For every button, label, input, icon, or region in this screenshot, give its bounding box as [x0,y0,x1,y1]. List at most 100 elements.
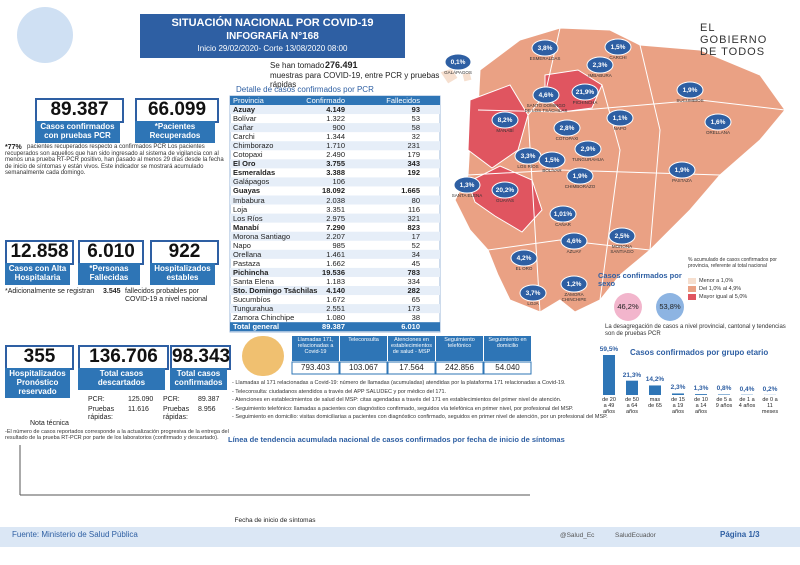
map-name: PICHINCHA [572,100,598,105]
footer-band [0,527,800,547]
table-cell: Manabí [233,222,259,232]
table-cell: 32 [411,132,420,142]
table-cell: 2.975 [326,213,345,223]
map-name: SUCUMBÍOS [676,98,704,103]
table-cell: Galápagos [233,177,270,187]
map-bubble [571,83,599,101]
table-cell: 1.662 [326,258,345,268]
table-cell: 93 [411,105,420,114]
table-title: Detalle de casos confirmados por PCR [236,85,374,94]
call-value: 242.856 [445,363,474,372]
map-pct: 1,3% [459,181,475,189]
table-cell: 65 [411,295,420,305]
map-name: COTOPAXI [555,136,579,141]
virus-icon [17,7,73,63]
map-name: NAPO [613,126,627,131]
recovered-note: pacientes recuperados respecto a confirm… [5,144,224,177]
table-cell: 1.080 [326,313,345,323]
table-cell: 58 [411,123,420,133]
stat-value: 136.706 [78,345,169,370]
map-name: ORELLANA [705,130,730,135]
call-value-box [387,361,436,375]
table-cell: 38 [411,313,420,323]
map-bubble [606,109,634,127]
table-cell: 1.344 [326,132,345,142]
table-total: Total general [233,322,280,332]
period: Inicio 29/02/2020- Corte 13/08/2020 08:0… [197,44,348,53]
map-bubble [704,113,732,131]
map-pct: 1,9% [674,166,690,174]
call-value: 17.564 [399,363,424,372]
deaths-note: *Adicionalmente se registran [5,288,95,295]
call-header [436,336,483,361]
table-total: 89.387 [322,322,345,332]
map-name: IMBABURA [588,73,612,78]
map-pct: 4,6% [566,237,582,245]
stat-value: 922 [150,240,219,265]
call-note: - Atenciones en establecimientos de salu… [232,397,562,403]
map-pct: 1,5% [610,43,626,51]
map-bubble [510,249,538,267]
map-name: AZUAY [566,249,582,254]
value-label: 0,4% [739,385,755,393]
map-bubble [574,140,602,158]
detail-value: 8.956 [198,406,216,413]
header-band [140,14,405,58]
table-cell: Los Ríos [233,213,263,223]
row-band [230,213,440,223]
stat-value: 355 [5,345,74,370]
table-cell: 2.038 [326,195,345,205]
legend-label: Del 1,0% al 4,9% [699,286,742,292]
table-cell: 2.490 [326,150,345,160]
call-header [388,336,435,361]
bar [718,394,730,395]
title: SITUACIÓN NACIONAL POR COVID-19 [171,17,374,29]
table-cell: Esmeraldas [233,168,276,178]
map-pct: 3,3% [520,152,536,160]
disaggregation-note: La desagregación de casos a nivel provin… [605,324,786,337]
table-cell: 343 [407,159,420,169]
stat-label: *Pacientes Recuperados [135,121,215,143]
stat-value: 89.387 [35,98,124,123]
table-cell: 985 [332,240,345,250]
table-cell: 116 [408,204,420,214]
map-name: ZAMORA CHINCHIPE [561,292,587,302]
male-circle [656,293,684,321]
map-bubble [549,205,577,223]
map-bubble [560,232,588,250]
stat-label: Hospitalizados estables [150,263,215,285]
table-cell: Guayas [233,186,261,196]
map-pct: 1,5% [544,156,560,164]
table-cell: 192 [407,168,420,178]
call-column: Teleconsulta [348,337,379,343]
call-value: 793.403 [301,363,330,372]
call-note: - Llamadas al 171 relacionadas a Covid-1… [232,380,566,386]
map-name: LOS RÍOS [517,164,539,169]
table-cell: Orellana [233,249,262,259]
row-band [230,141,440,151]
table-cell: 1.665 [401,186,420,196]
map-pct: 8,2% [497,116,513,124]
row-band [230,159,440,169]
row-band [230,286,440,296]
map-pct: 1,9% [682,86,698,94]
table-cell: 4.149 [326,105,345,114]
row-band [230,231,440,241]
value-label: 21,3% [622,371,642,379]
table-total: 6.010 [401,322,420,332]
table-cell: 1.710 [326,141,345,151]
table-cell: 282 [407,286,420,295]
technical-note: -El número de casos reportados correspon… [5,429,229,442]
legend-swatch [688,278,696,284]
legend-label: Menor a 1,0% [699,278,734,284]
map-pct: 21,9% [575,88,595,96]
map-name: PASTAZA [672,178,692,183]
note-bold: *77% [5,144,22,151]
footer-source: Fuente: Ministerio de Salud Pública [12,530,138,539]
map-pct: 2,3% [592,61,608,69]
table-cell: 334 [407,276,420,286]
samples-text: muestras para COVID-19, entre PCR y prue… [270,71,440,89]
x-tick-label: de 10 a 14 años [694,397,708,416]
